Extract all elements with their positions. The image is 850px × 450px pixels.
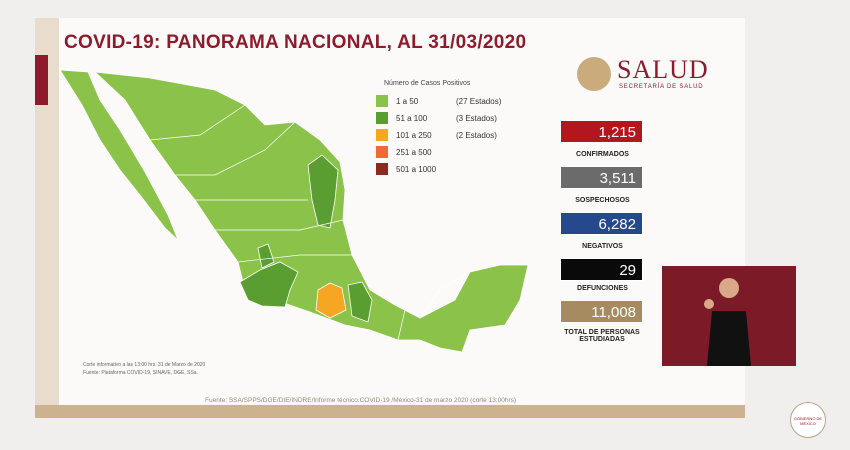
swatch: [376, 112, 388, 124]
state-borders: [149, 104, 471, 341]
accent: [35, 55, 48, 105]
title: COVID-19: PANORAMA NACIONAL, AL 31/03/20…: [64, 32, 527, 53]
legend-item: 251 a 500: [376, 146, 432, 158]
legend-range: 101 a 250: [396, 130, 432, 140]
legend-count: (2 Estados): [456, 130, 497, 140]
swatch: [376, 146, 388, 158]
stat-value: 1,215: [560, 120, 643, 143]
stat-value: 29: [560, 258, 643, 281]
legend-range: 51 a 100: [396, 113, 428, 123]
legend-title: Número de Casos Positivos: [384, 80, 471, 87]
swatch: [376, 95, 388, 107]
seal: [577, 57, 611, 91]
logo-subtitle: SECRETARÍA DE SALUD: [619, 84, 704, 90]
stat-value: 6,282: [560, 212, 643, 235]
legend-item: 51 a 100 (3 Estados): [376, 112, 497, 124]
state-cdmx-edomex: [315, 282, 347, 319]
note: Corte informativo a las 13:00 hrs. 31 de…: [83, 362, 206, 368]
map: [59, 69, 529, 353]
stat-label: SOSPECHOSOS: [575, 197, 630, 204]
stat-label: DEFUNCIONES: [577, 285, 628, 292]
legend-item: 1 a 50 (27 Estados): [376, 95, 501, 107]
footer-logo: GOBIERNO DE MÉXICO: [790, 402, 826, 438]
legend-range: 501 a 1000: [396, 164, 437, 174]
bottom-bar: [35, 405, 745, 418]
swatch: [376, 129, 388, 141]
legend-range: 251 a 500: [396, 147, 432, 157]
state-coahuila: [307, 154, 339, 229]
stat-label: NEGATIVOS: [582, 243, 623, 250]
state-jalisco: [239, 261, 299, 308]
interpreter-video: [662, 266, 796, 366]
legend-count: (3 Estados): [456, 113, 497, 123]
legend-item: 501 a 1000: [376, 163, 436, 175]
state-puebla: [347, 281, 373, 323]
stat-value: 3,511: [560, 166, 643, 189]
legend-count: (27 Estados): [456, 96, 502, 106]
stat-value: 11,008: [560, 300, 643, 323]
baja-peninsula: [59, 69, 179, 241]
logo-name: SALUD: [617, 55, 709, 84]
legend-range: 1 a 50: [396, 96, 419, 106]
note: Fuente: Plataforma COVID-19, SINAVE, DGE…: [83, 370, 198, 376]
interpreter: [704, 278, 751, 366]
state-durango: [257, 243, 275, 269]
stat-label: TOTAL DE PERSONAS ESTUDIADAS: [564, 329, 640, 343]
stat-label: CONFIRMADOS: [576, 151, 629, 158]
swatch: [376, 163, 388, 175]
legend-item: 101 a 250 (2 Estados): [376, 129, 497, 141]
source: Fuente: SSA/SPPS/DGE/DIE/INDRE/Informe t…: [205, 397, 517, 404]
